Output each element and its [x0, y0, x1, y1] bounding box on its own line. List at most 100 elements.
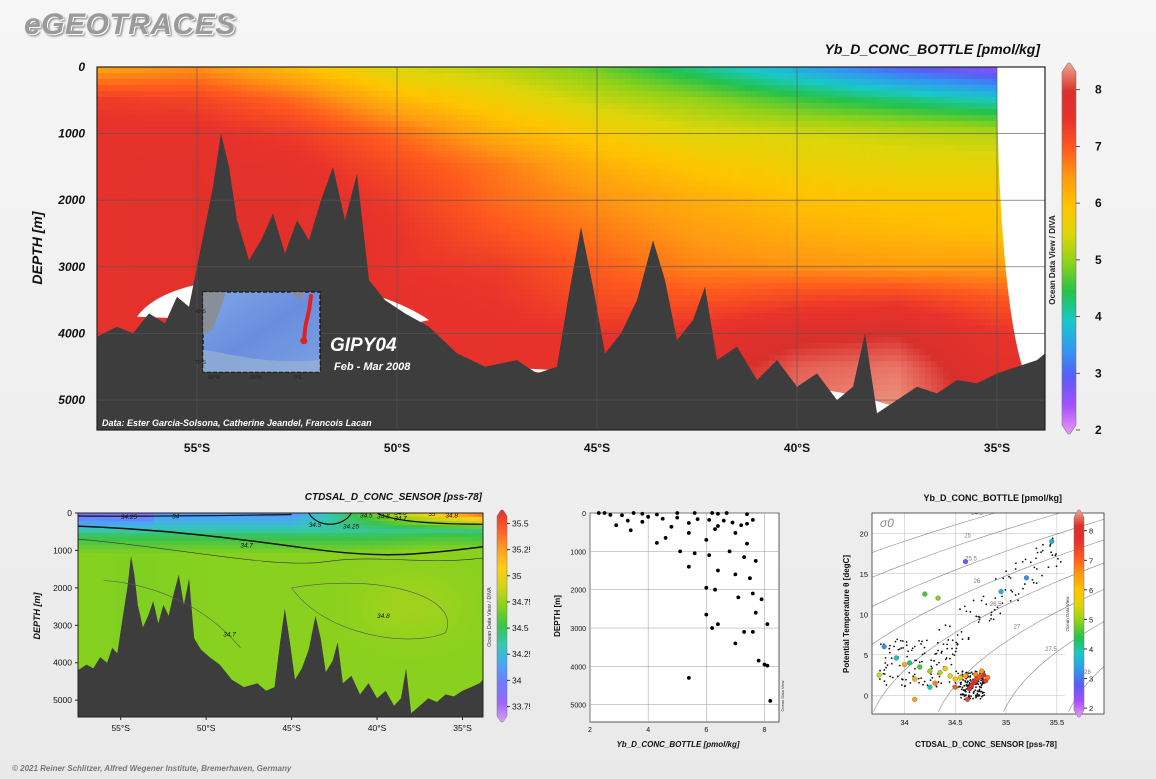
ts-background-point: [1002, 577, 1005, 580]
isopycnal-label: 26.5: [990, 602, 1002, 608]
profile-point: [631, 511, 636, 515]
main-colorbar-label: 4: [1095, 310, 1102, 324]
profile-point: [704, 585, 709, 590]
ts-background-point: [893, 645, 895, 648]
ts-background-point: [1004, 589, 1007, 591]
ts-background-point: [921, 640, 923, 643]
ts-background-point: [885, 666, 888, 669]
ts-background-point: [905, 641, 908, 643]
ts-background-point: [967, 672, 970, 675]
main-chart-title: Yb_D_CONC_BOTTLE [pmol/kg]: [825, 41, 1042, 57]
ctd-x-tick-label: 35°S: [453, 723, 472, 733]
ts-background-point: [965, 610, 968, 613]
isopycnal-label: 27.5: [1045, 647, 1057, 653]
ts-x-axis-label: CTDSAL_D_CONC_SENSOR [pss-78]: [915, 740, 1057, 749]
ts-background-point: [985, 603, 988, 606]
ts-y-tick-label: 5: [864, 651, 868, 660]
ts-background-point: [898, 664, 901, 667]
ts-background-point: [1022, 587, 1024, 590]
contour-line: [78, 538, 483, 564]
ts-background-point: [951, 639, 954, 642]
ts-background-point: [945, 657, 948, 659]
ts-background-point: [878, 678, 881, 680]
ctd-colorbar-label: 35.5: [512, 518, 529, 528]
profile-y-tick-label: 5000: [570, 703, 586, 710]
ts-background-point: [951, 653, 954, 656]
profile-point: [733, 641, 738, 646]
ctd-y-tick-label: 0: [67, 508, 72, 518]
profile-point: [608, 513, 613, 517]
ts-background-point: [963, 605, 966, 608]
contour-line: [103, 580, 241, 648]
contour-line: [78, 513, 292, 517]
ts-y-tick-label: 10: [860, 610, 868, 619]
contour-line: [308, 513, 352, 525]
ts-background-point: [1035, 568, 1038, 570]
ts-background-point: [980, 690, 983, 693]
main-y-tick-label: 2000: [57, 193, 85, 207]
profile-point: [692, 511, 697, 515]
cruise-label: GIPY04: [330, 335, 397, 356]
ctd-y-tick-label: 1000: [53, 545, 72, 555]
ts-background-point: [961, 638, 964, 641]
profile-y-tick-label: 0: [582, 511, 586, 518]
ts-background-point: [938, 675, 941, 678]
ctd-x-tick-label: 45°S: [282, 723, 301, 733]
profile-point: [654, 541, 659, 545]
ts-background-point: [922, 683, 924, 686]
profile-y-axis-label: DEPTH [m]: [553, 595, 562, 637]
ts-background-point: [934, 653, 937, 655]
ts-background-point: [959, 682, 962, 684]
ts-colored-point: [981, 672, 987, 678]
ts-background-point: [1049, 545, 1051, 547]
main-x-tick-label: 40°S: [784, 441, 810, 455]
isopycnal-line: [872, 539, 1104, 645]
isopycnal-label: 25: [964, 534, 971, 540]
ts-background-point: [990, 614, 993, 616]
profile-point: [686, 675, 691, 680]
ts-background-point: [980, 599, 983, 602]
seafloor: [78, 556, 483, 717]
ts-background-point: [958, 685, 961, 688]
ts-colored-point: [1023, 575, 1029, 581]
contour-label: 34.25: [343, 524, 360, 531]
ts-background-point: [912, 675, 915, 678]
ctd-y-ticks: 0 1000 2000 3000 4000 5000: [53, 508, 78, 705]
profile-point: [739, 523, 744, 528]
ts-background-point: [964, 680, 967, 683]
ts-background-point: [947, 639, 950, 641]
profile-point: [756, 658, 761, 663]
ctd-x-tick-label: 50°S: [197, 723, 216, 733]
ts-x-tick-label: 34: [900, 718, 908, 727]
contour-label: 34.25: [121, 514, 138, 521]
ts-background-point: [975, 696, 977, 699]
ts-colorbar-label: 4: [1089, 645, 1093, 654]
ts-background-point: [951, 647, 953, 650]
ts-background-point: [970, 695, 972, 698]
isopycnal-line: [872, 518, 1104, 607]
ts-colored-point: [927, 684, 933, 690]
ts-background-point: [959, 608, 961, 611]
ts-background-point: [978, 618, 981, 621]
ts-background-point: [953, 654, 956, 657]
ts-background-point: [956, 634, 959, 636]
contour-label: 34.8: [445, 512, 458, 519]
ts-background-point: [902, 646, 905, 649]
ts-background-point: [930, 665, 933, 668]
main-colorbar: 2 3 4 5 6 7 8: [1061, 62, 1102, 437]
ts-background-point: [968, 694, 970, 697]
main-x-tick-label: 35°S: [984, 441, 1010, 455]
ts-background-point: [929, 679, 932, 682]
profile-point: [660, 516, 665, 521]
isopycnal-label: 25.5: [965, 556, 977, 562]
profile-point: [768, 699, 773, 703]
profile-point: [713, 587, 717, 592]
ts-background-point: [966, 681, 969, 684]
ts-colored-point: [998, 589, 1004, 595]
ts-background-point: [923, 652, 926, 655]
ts-background-point: [896, 638, 899, 641]
ts-background-point: [886, 664, 889, 667]
ctd-y-tick-label: 2000: [53, 583, 72, 593]
profile-point: [663, 536, 668, 540]
ctd-y-tick-label: 3000: [53, 620, 72, 630]
